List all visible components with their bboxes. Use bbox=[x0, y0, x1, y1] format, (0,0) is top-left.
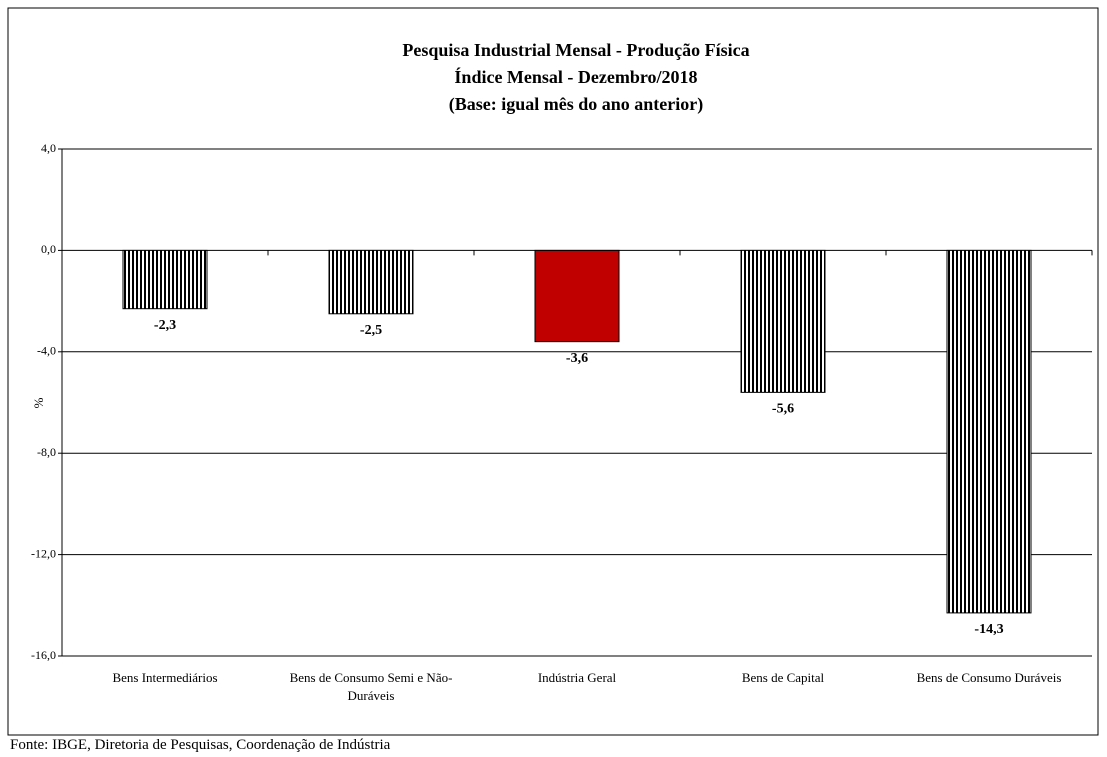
value-label: -2,5 bbox=[360, 323, 382, 338]
value-label: -2,3 bbox=[154, 318, 176, 333]
x-tick-label: Bens Intermediários bbox=[112, 670, 218, 685]
bar bbox=[534, 249, 620, 343]
bar bbox=[122, 249, 208, 310]
y-tick-label: -16,0 bbox=[31, 648, 56, 662]
chart-title: Pesquisa Industrial Mensal - Produção Fí… bbox=[402, 40, 749, 60]
x-tick-label: Indústria Geral bbox=[537, 670, 617, 685]
value-label: -5,6 bbox=[772, 402, 794, 417]
value-label: -3,6 bbox=[566, 351, 588, 366]
y-tick-label: -4,0 bbox=[37, 344, 56, 358]
chart-subtitle: (Base: igual mês do ano anterior) bbox=[449, 94, 703, 115]
x-tick-label: Bens de Consumo Semi e Não-Duráveis bbox=[289, 670, 453, 703]
x-tick-label: Bens de Capital bbox=[741, 670, 825, 685]
chart-border bbox=[7, 7, 1099, 736]
x-tick-label: Bens de Consumo Duráveis bbox=[916, 670, 1062, 685]
y-tick-label: -12,0 bbox=[31, 546, 56, 560]
chart-subtitle: Índice Mensal - Dezembro/2018 bbox=[454, 66, 697, 87]
value-label: -14,3 bbox=[974, 622, 1003, 637]
y-tick-label: 0,0 bbox=[41, 242, 56, 256]
source: Fonte: IBGE, Diretoria de Pesquisas, Coo… bbox=[10, 737, 391, 753]
y-tick-label: 4,0 bbox=[41, 141, 56, 155]
y-tick-label: -8,0 bbox=[37, 445, 56, 459]
y-axis-label: % bbox=[31, 397, 46, 408]
bar bbox=[328, 249, 414, 315]
bar bbox=[946, 249, 1032, 614]
bar bbox=[740, 249, 826, 393]
